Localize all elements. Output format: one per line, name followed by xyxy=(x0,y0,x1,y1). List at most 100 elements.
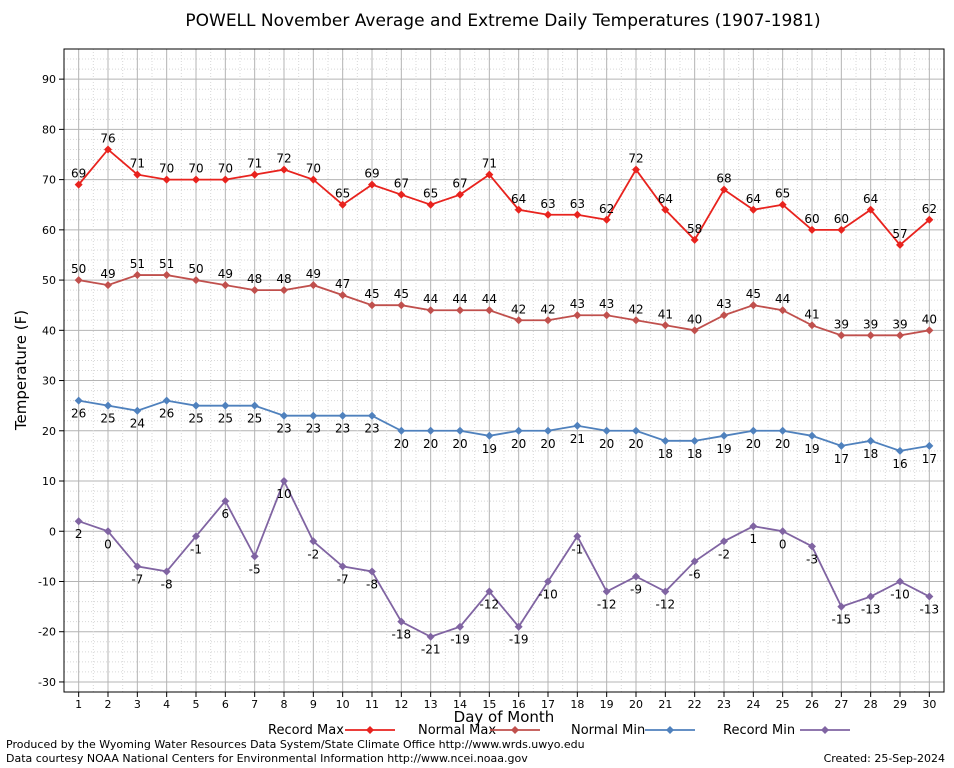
data-point xyxy=(397,301,406,310)
data-label: -10 xyxy=(890,587,910,601)
data-point xyxy=(338,291,347,300)
data-label: 25 xyxy=(100,412,115,426)
x-tick-label: 3 xyxy=(134,698,141,711)
data-point xyxy=(309,281,318,290)
data-point xyxy=(573,210,582,219)
data-point xyxy=(866,592,875,601)
data-point xyxy=(280,165,288,174)
x-tick-label: 21 xyxy=(658,698,672,711)
data-point xyxy=(221,401,230,410)
data-point xyxy=(74,517,83,526)
series-normal-min: 26 25 24 26 25 25 25 23 23 23 23 20 20 20 19 20 20 21 20 20… xyxy=(71,396,937,471)
data-label: -15 xyxy=(832,613,852,627)
x-tick-label: 16 xyxy=(512,698,526,711)
data-point xyxy=(720,185,728,194)
data-point xyxy=(514,426,523,435)
data-point xyxy=(544,210,552,219)
data-point xyxy=(280,477,288,486)
data-label: 60 xyxy=(804,212,819,226)
data-label: 44 xyxy=(775,292,790,306)
data-label: 70 xyxy=(159,162,174,176)
series-line xyxy=(78,399,930,452)
data-point xyxy=(896,446,904,455)
data-point xyxy=(866,331,875,340)
data-point xyxy=(690,436,699,445)
x-tick-label: 26 xyxy=(805,698,819,711)
x-tick-label: 10 xyxy=(336,698,350,711)
data-point xyxy=(632,572,640,581)
series-normal-max: 50 49 51 51 50 49 48 48 49 47 45 45 44 44 44 42 42 43 43 42… xyxy=(71,257,937,340)
x-tick-label: 2 xyxy=(105,698,112,711)
data-label: -8 xyxy=(366,577,378,591)
y-tick-label: 30 xyxy=(42,375,56,388)
data-point xyxy=(573,421,582,430)
x-tick-label: 18 xyxy=(570,698,584,711)
data-label: 20 xyxy=(511,437,526,451)
data-point xyxy=(485,587,494,596)
data-point xyxy=(866,205,875,214)
x-tick-label: 15 xyxy=(482,698,496,711)
x-tick-label: 25 xyxy=(776,698,790,711)
y-tick-label: 60 xyxy=(42,224,56,237)
x-tick-label: 24 xyxy=(746,698,760,711)
data-point xyxy=(514,205,523,214)
data-label: 41 xyxy=(804,307,819,321)
data-point xyxy=(602,426,611,435)
data-point xyxy=(485,170,494,179)
x-tick-label: 17 xyxy=(541,698,555,711)
y-tick-label: 90 xyxy=(42,73,56,86)
data-label: 1 xyxy=(750,532,758,546)
data-label: 57 xyxy=(892,227,907,241)
data-point xyxy=(573,311,582,320)
x-tick-label: 20 xyxy=(629,698,643,711)
data-label: 43 xyxy=(570,297,585,311)
data-label: 44 xyxy=(482,292,497,306)
data-label: 51 xyxy=(130,257,145,271)
data-point xyxy=(250,552,259,561)
data-point xyxy=(544,577,552,586)
x-tick-label: 13 xyxy=(424,698,438,711)
data-label: 64 xyxy=(658,192,673,206)
data-label: 0 xyxy=(779,537,787,551)
data-point xyxy=(690,235,699,244)
data-point xyxy=(368,567,376,576)
data-point xyxy=(250,401,259,410)
data-point xyxy=(309,175,318,184)
legend-marker xyxy=(366,726,374,734)
data-point xyxy=(104,145,112,154)
data-label: 20 xyxy=(540,437,555,451)
data-label: 71 xyxy=(130,157,145,171)
legend-label: Normal Min xyxy=(571,723,645,738)
data-point xyxy=(602,311,611,320)
data-point xyxy=(896,240,904,249)
data-label: 45 xyxy=(394,287,409,301)
data-point xyxy=(221,175,230,184)
data-label: 71 xyxy=(247,157,262,171)
data-label: 48 xyxy=(276,272,291,286)
data-label: 19 xyxy=(716,442,731,456)
data-label: 20 xyxy=(599,437,614,451)
data-point xyxy=(661,587,670,596)
legend-label: Record Max xyxy=(268,723,344,738)
data-label: 64 xyxy=(863,192,878,206)
plot-frame xyxy=(63,48,945,693)
footer-created: Created: 25-Sep-2024 xyxy=(824,752,945,765)
x-tick-label: 8 xyxy=(281,698,288,711)
footer-credit-2: Data courtesy NOAA National Centers for … xyxy=(6,752,528,765)
data-point xyxy=(456,426,464,435)
data-label: 62 xyxy=(599,202,614,216)
data-label: -1 xyxy=(571,542,583,556)
legend-marker xyxy=(821,726,829,734)
data-label: 51 xyxy=(159,257,174,271)
data-label: 21 xyxy=(570,432,585,446)
data-point xyxy=(426,426,435,435)
data-label: 49 xyxy=(218,267,233,281)
data-label: 65 xyxy=(335,187,350,201)
data-label: 45 xyxy=(364,287,379,301)
data-point xyxy=(690,326,699,335)
data-label: -7 xyxy=(131,572,143,586)
data-label: 69 xyxy=(71,167,86,181)
legend-marker xyxy=(511,726,519,734)
data-label: 18 xyxy=(687,447,702,461)
